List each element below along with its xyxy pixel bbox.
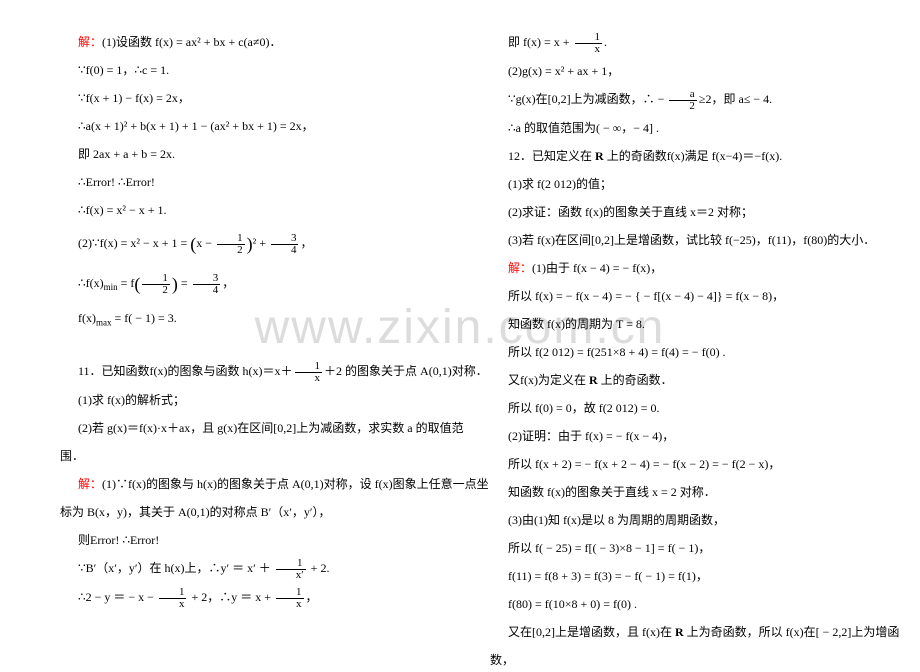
fraction: 1x — [159, 587, 187, 610]
text: ， — [300, 236, 312, 250]
text-line: 11．已知函数f(x)的图象与函数 h(x)＝x＋1x＋2 的图象关于点 A(0… — [60, 359, 430, 384]
text-line: 知函数 f(x)的周期为 T = 8. — [490, 312, 880, 336]
text-line: 又f(x)为定义在 R 上的奇函数． — [490, 368, 880, 392]
text: + — [256, 236, 269, 250]
text-line: ∴a(x + 1)² + b(x + 1) + 1 − (ax² + bx + … — [60, 114, 430, 138]
text: 11．已知函数f(x)的图象与函数 h(x)＝x＋ — [78, 364, 293, 378]
left-column: 解：(1)设函数 f(x) = ax² + bx + c(a≠0)． ∵f(0)… — [0, 0, 460, 651]
text: ∴2 − y ＝ − x − — [78, 590, 157, 604]
text-line: 即 f(x) = x + 1x. — [490, 30, 880, 55]
text: ∵B′（x′，y′）在 h(x)上，∴y′ ＝ x′ ＋ — [78, 561, 274, 575]
text: 又f(x)为定义在 R 上的奇函数． — [508, 373, 673, 387]
text-line: ∴2 − y ＝ − x − 1x + 2，∴y ＝ x + 1x， — [60, 585, 430, 610]
text: f(x) — [78, 311, 96, 325]
text-line: 围． — [60, 444, 430, 468]
fraction: 1x′ — [276, 558, 306, 581]
two-column-layout: 解：(1)设函数 f(x) = ax² + bx + c(a≠0)． ∵f(0)… — [0, 0, 920, 651]
fraction: 1x — [575, 32, 603, 55]
text-line: ∵f(0) = 1，∴c = 1. — [60, 58, 430, 82]
text-line: ∵B′（x′，y′）在 h(x)上，∴y′ ＝ x′ ＋ 1x′ + 2. — [60, 556, 430, 581]
fraction: 1x — [276, 587, 304, 610]
text-line: (1)求 f(x)的解析式； — [60, 388, 430, 412]
text: x − — [196, 236, 215, 250]
text: . — [604, 35, 607, 49]
text-line: (3)由(1)知 f(x)是以 8 为周期的周期函数， — [490, 508, 880, 532]
fraction: 12 — [142, 273, 170, 296]
text: ∴f(x) — [78, 276, 104, 290]
text-line: f(11) = f(8 + 3) = f(3) = − f( − 1) = f(… — [490, 564, 880, 588]
right-column: 即 f(x) = x + 1x. (2)g(x) = x² + ax + 1， … — [460, 0, 920, 651]
text: 又在[0,2]上是增函数，且 f(x)在 R 上为奇函数，所以 f(x)在[ −… — [508, 625, 899, 639]
fraction: 1x — [295, 361, 323, 384]
text: ∵g(x)在[0,2]上为减函数，∴ − — [508, 92, 667, 106]
text-line: 所以 f(0) = 0，故 f(2 012) = 0. — [490, 396, 880, 420]
text-line: (2)求证：函数 f(x)的图象关于直线 x＝2 对称； — [490, 200, 880, 224]
fraction: a2 — [669, 89, 697, 112]
text: = — [178, 276, 191, 290]
text-line: ∴Error! ∴Error! — [60, 170, 430, 194]
text-line: ∵g(x)在[0,2]上为减函数，∴ − a2≥2，即 a≤ − 4. — [490, 87, 880, 112]
text: + 2，∴y ＝ x + — [188, 590, 274, 604]
text: + 2. — [308, 561, 330, 575]
text-line: (1)求 f(2 012)的值； — [490, 172, 880, 196]
solution-label: 解： — [508, 261, 532, 275]
text-line: (3)若 f(x)在区间[0,2]上是增函数，试比较 f(−25)，f(11)，… — [490, 228, 880, 252]
text-line: 所以 f( − 25) = f[( − 3)×8 − 1] = f( − 1)， — [490, 536, 880, 560]
sub: min — [104, 282, 118, 292]
text-line: ∴a 的取值范围为( − ∞，− 4] . — [490, 116, 880, 140]
text: = f( − 1) = 3. — [112, 311, 177, 325]
text-line: f(80) = f(10×8 + 0) = f(0) . — [490, 592, 880, 616]
text-line: 所以 f(2 012) = f(251×8 + 4) = f(4) = − f(… — [490, 340, 880, 364]
text-line: 所以 f(x) = − f(x − 4) = − { − f[(x − 4) −… — [490, 284, 880, 308]
text-line: 标为 B(x，y)，其关于 A(0,1)的对称点 B′（x′，y′）， — [60, 500, 430, 524]
text-line: 又在[0,2]上是增函数，且 f(x)在 R 上为奇函数，所以 f(x)在[ −… — [490, 620, 880, 644]
solution-label: 解： — [78, 35, 102, 49]
sub: max — [96, 317, 112, 327]
text-line: 解：(1)由于 f(x − 4) = − f(x)， — [490, 256, 880, 280]
text-line: 所以 f(x + 2) = − f(x + 2 − 4) = − f(x − 2… — [490, 452, 880, 476]
text: (1)设函数 f(x) = ax² + bx + c(a≠0)． — [102, 35, 281, 49]
text: 12．已知定义在 R 上的奇函数f(x)满足 f(x−4)＝−f(x). — [508, 149, 782, 163]
text: 即 f(x) = x + — [508, 35, 573, 49]
text-line: 即 2ax + a + b = 2x. — [60, 142, 430, 166]
text-line: ∴f(x) = x² − x + 1. — [60, 198, 430, 222]
solution-label: 解： — [78, 477, 102, 491]
text-line: ∴f(x)min = f(12) = 34， — [60, 266, 430, 302]
text-line: 解：(1)∵f(x)的图象与 h(x)的图象关于点 A(0,1)对称，设 f(x… — [60, 472, 430, 496]
text: = f — [118, 276, 135, 290]
text-line: 则Error! ∴Error! — [60, 528, 430, 552]
text-line: (2)g(x) = x² + ax + 1， — [490, 59, 880, 83]
text-line: 解：(1)设函数 f(x) = ax² + bx + c(a≠0)． — [60, 30, 430, 54]
text-line: f(x)max = f( − 1) = 3. — [60, 306, 430, 331]
text-line: (2)证明：由于 f(x) = − f(x − 4)， — [490, 424, 880, 448]
text-line: 数， — [490, 648, 880, 672]
text-line: (2)若 g(x)＝f(x)·x＋ax，且 g(x)在区间[0,2]上为减函数，… — [60, 416, 430, 440]
text: (1)∵f(x)的图象与 h(x)的图象关于点 A(0,1)对称，设 f(x)图… — [102, 477, 489, 491]
text-line: ∵f(x + 1) − f(x) = 2x， — [60, 86, 430, 110]
text-line: 知函数 f(x)的图象关于直线 x = 2 对称． — [490, 480, 880, 504]
lparen: ( — [134, 274, 140, 294]
gap — [60, 335, 430, 359]
text: ≥2，即 a≤ − 4. — [699, 92, 772, 106]
fraction: 34 — [271, 233, 299, 256]
text: ， — [222, 276, 234, 290]
fraction: 34 — [193, 273, 221, 296]
fraction: 12 — [217, 233, 245, 256]
text: (1)由于 f(x − 4) = − f(x)， — [532, 261, 662, 275]
text: ， — [306, 590, 318, 604]
text: (2)∵f(x) = x² − x + 1 = — [78, 236, 190, 250]
text-line: 12．已知定义在 R 上的奇函数f(x)满足 f(x−4)＝−f(x). — [490, 144, 880, 168]
text-line: (2)∵f(x) = x² − x + 1 = (x − 12)² + 34， — [60, 226, 430, 262]
